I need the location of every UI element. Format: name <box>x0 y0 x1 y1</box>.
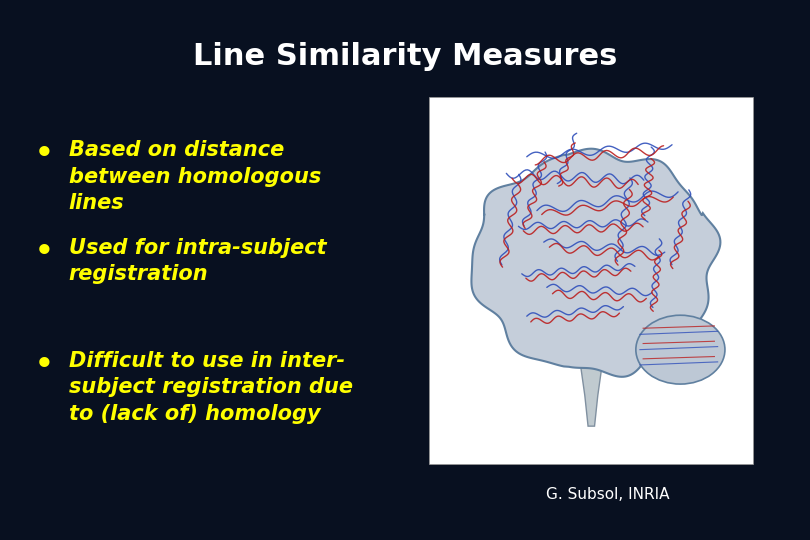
Text: Line Similarity Measures: Line Similarity Measures <box>193 42 617 71</box>
FancyBboxPatch shape <box>429 97 753 464</box>
Text: Difficult to use in inter-
subject registration due
to (lack of) homology: Difficult to use in inter- subject regis… <box>69 351 353 424</box>
Text: G. Subsol, INRIA: G. Subsol, INRIA <box>546 487 669 502</box>
Polygon shape <box>578 350 604 426</box>
Text: Based on distance
between homologous
lines: Based on distance between homologous lin… <box>69 140 321 213</box>
Text: Used for intra-subject
registration: Used for intra-subject registration <box>69 238 326 284</box>
Ellipse shape <box>636 315 725 384</box>
Text: •: • <box>35 238 54 266</box>
Text: •: • <box>35 140 54 168</box>
Polygon shape <box>471 148 720 377</box>
Text: •: • <box>35 351 54 379</box>
